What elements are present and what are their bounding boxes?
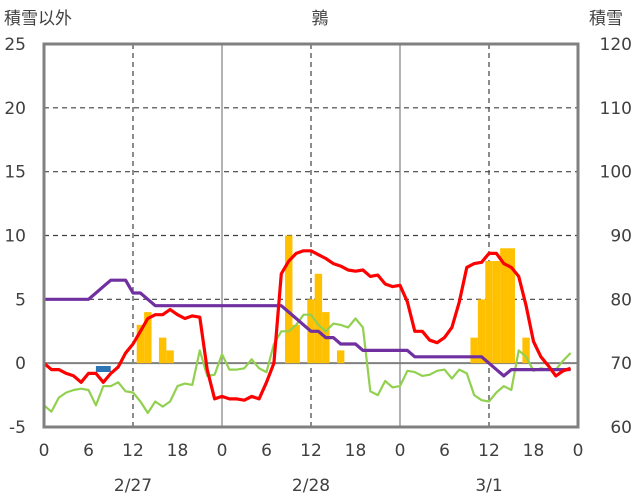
x-tick-label: 0 [39, 441, 50, 461]
y-left-tick-label: 20 [4, 99, 26, 119]
y-right-tick-label: 90 [610, 227, 632, 247]
left-axis-title: 積雪以外 [4, 9, 72, 29]
precipitation-bar [477, 299, 486, 364]
x-tick-label: 12 [300, 441, 322, 461]
precipitation-bar [500, 248, 508, 364]
precipitation-bar [285, 235, 293, 364]
plot-border [42, 42, 580, 429]
y-right-tick-label: 120 [600, 35, 632, 55]
precipitation-bars [95, 235, 530, 372]
x-tick-label: 12 [122, 441, 144, 461]
precipitation-bar [336, 350, 345, 364]
precipitation-bar [522, 337, 530, 364]
precipitation-bar [292, 324, 300, 364]
date-label: 2/27 [114, 476, 152, 496]
precipitation-bar [492, 261, 501, 364]
x-tick-label: 18 [167, 441, 189, 461]
precipitation-bar [144, 312, 152, 364]
date-label: 3/1 [475, 476, 502, 496]
series-line [44, 278, 571, 378]
plot-frame [42, 42, 580, 429]
x-tick-label: 0 [395, 441, 406, 461]
precipitation-bar [136, 324, 145, 364]
y-right-tick-label: 110 [600, 99, 632, 119]
x-tick-label: 6 [83, 441, 94, 461]
x-tick-label: 6 [439, 441, 450, 461]
x-tick-label: 0 [573, 441, 584, 461]
y-right-tick-label: 100 [600, 163, 632, 183]
y-left-tick-label: 25 [4, 35, 26, 55]
x-tick-label: 0 [217, 441, 228, 461]
y-left-tick-label: -5 [9, 418, 26, 438]
x-tick-label: 12 [478, 441, 500, 461]
precipitation-bar [507, 248, 515, 364]
series-line [43, 313, 572, 415]
x-tick-label: 18 [345, 441, 367, 461]
series-line [42, 249, 572, 402]
x-tick-label: 6 [261, 441, 272, 461]
precipitation-bar [314, 273, 323, 364]
chart-title: 鶉 [312, 9, 329, 29]
precipitation-bar [166, 350, 174, 364]
blue-marker [95, 365, 111, 372]
y-left-tick-label: 15 [4, 163, 26, 183]
y-right-tick-label: 70 [610, 354, 632, 374]
y-right-tick-label: 60 [610, 418, 632, 438]
y-left-tick-label: 0 [15, 354, 26, 374]
right-axis-title: 積雪 [589, 9, 623, 29]
precipitation-bar [158, 337, 167, 364]
axis-labels: 積雪以外 鶉 積雪 -50510152025607080901001101200… [4, 9, 632, 496]
date-label: 2/28 [292, 476, 330, 496]
y-right-tick-label: 80 [610, 290, 632, 310]
y-left-tick-label: 5 [15, 290, 26, 310]
precipitation-bar [470, 337, 478, 364]
y-left-tick-label: 10 [4, 227, 26, 247]
x-tick-label: 18 [523, 441, 545, 461]
series-lines [42, 249, 572, 415]
precipitation-bar [485, 261, 493, 364]
